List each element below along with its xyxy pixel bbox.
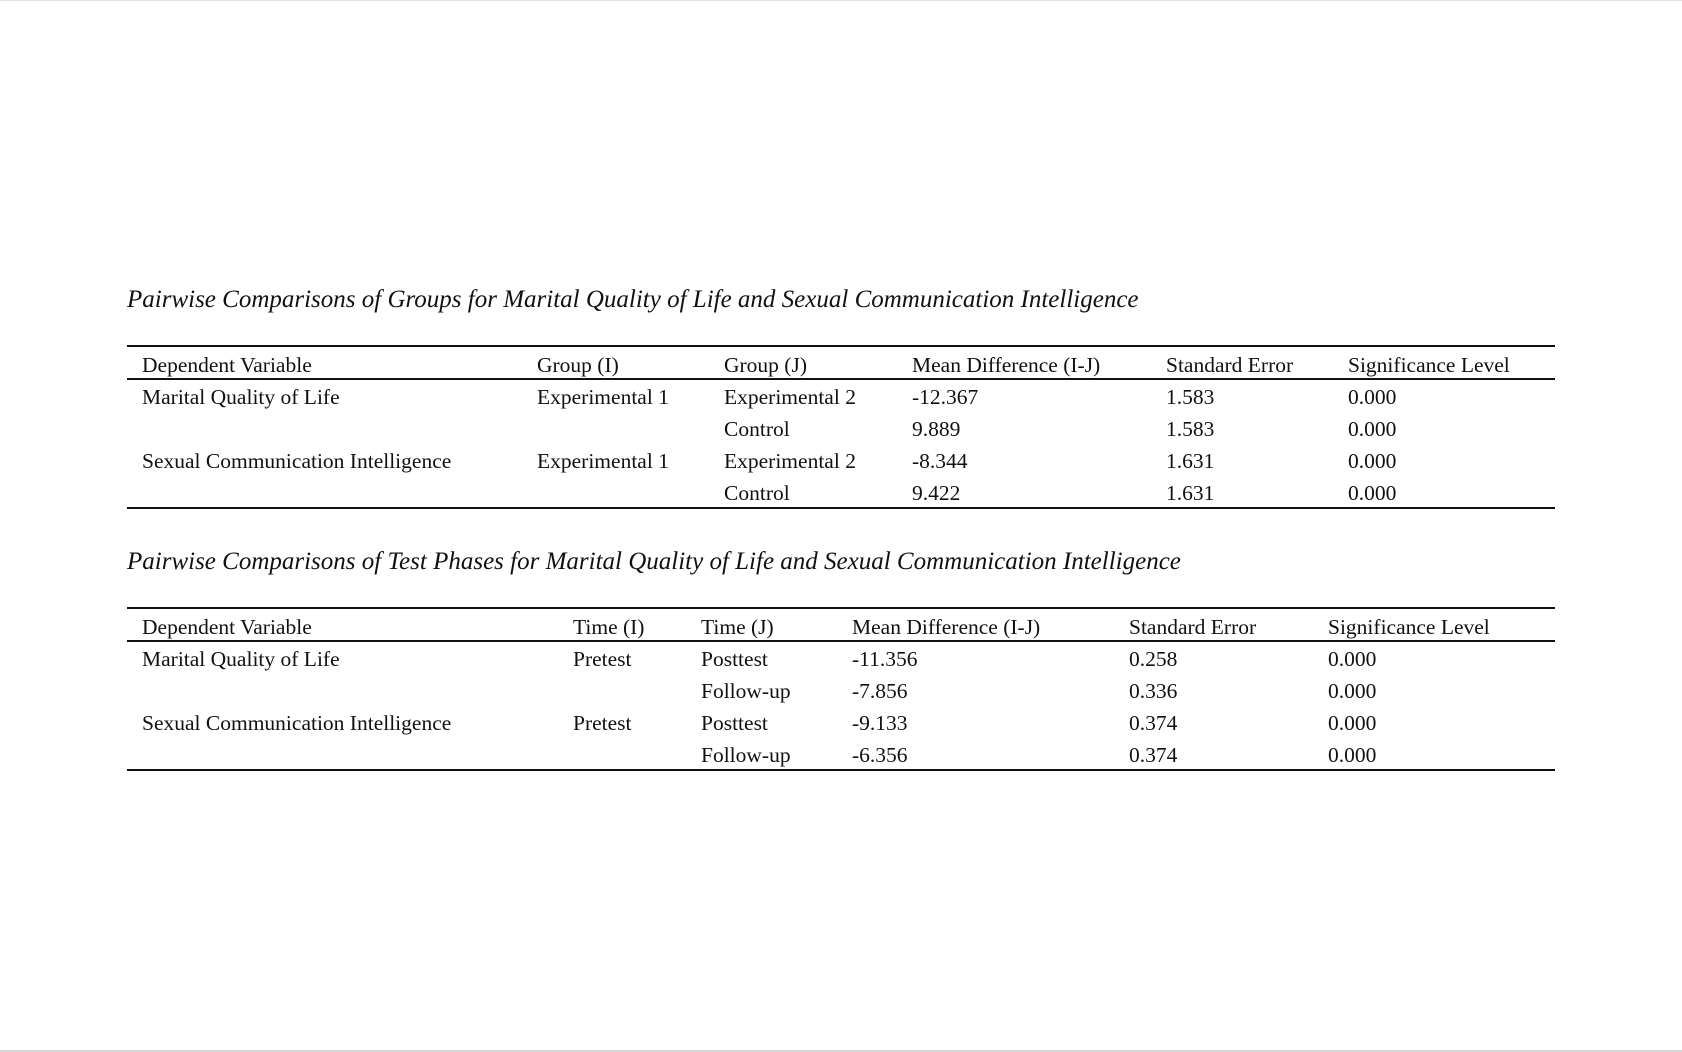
column-header: Standard Error [1166, 353, 1294, 377]
column-header: Mean Difference (I-J) [852, 615, 1041, 639]
table-cell: Posttest [701, 711, 768, 735]
table-cell: 0.000 [1348, 385, 1397, 409]
table-cell: -8.344 [912, 449, 968, 473]
table-cell: Pretest [573, 711, 632, 735]
table2-title: Pairwise Comparisons of Test Phases for … [127, 548, 1181, 575]
table-cell: Marital Quality of Life [142, 647, 340, 671]
table-cell: -6.356 [852, 743, 908, 767]
table-cell: Follow-up [701, 679, 791, 703]
column-header: Time (J) [701, 615, 774, 639]
table-cell: 0.000 [1348, 481, 1397, 505]
page-top-border [0, 0, 1682, 1]
table-cell: Control [724, 417, 790, 441]
table-cell: 0.336 [1129, 679, 1178, 703]
table-cell: Experimental 2 [724, 449, 856, 473]
table1-title: Pairwise Comparisons of Groups for Marit… [127, 286, 1139, 313]
table-cell: Posttest [701, 647, 768, 671]
table-cell: Follow-up [701, 743, 791, 767]
table-cell: 0.000 [1348, 417, 1397, 441]
table-cell: 1.583 [1166, 385, 1215, 409]
table-cell: -7.856 [852, 679, 908, 703]
column-header: Significance Level [1348, 353, 1510, 377]
page-bottom-border [0, 1050, 1682, 1052]
column-header: Group (I) [537, 353, 619, 377]
column-header: Dependent Variable [142, 615, 312, 639]
table2-header-rule [127, 640, 1555, 642]
column-header: Dependent Variable [142, 353, 312, 377]
table-cell: 0.000 [1328, 679, 1377, 703]
table-cell: Experimental 1 [537, 449, 669, 473]
table1-bottom-rule [127, 507, 1555, 509]
table-cell: 0.374 [1129, 711, 1178, 735]
table-cell: -11.356 [852, 647, 918, 671]
table-cell: 1.631 [1166, 449, 1215, 473]
table-cell: 0.374 [1129, 743, 1178, 767]
table1-header-rule [127, 378, 1555, 380]
table-cell: Sexual Communication Intelligence [142, 711, 452, 735]
table-cell: 0.000 [1328, 711, 1377, 735]
table1-top-rule [127, 345, 1555, 347]
table-cell: 1.583 [1166, 417, 1215, 441]
column-header: Significance Level [1328, 615, 1490, 639]
table2-bottom-rule [127, 769, 1555, 771]
column-header: Group (J) [724, 353, 807, 377]
column-header: Mean Difference (I-J) [912, 353, 1101, 377]
table-cell: -12.367 [912, 385, 979, 409]
table-cell: 1.631 [1166, 481, 1215, 505]
table-cell: Experimental 1 [537, 385, 669, 409]
table-cell: 9.422 [912, 481, 961, 505]
table-cell: Control [724, 481, 790, 505]
table-cell: Sexual Communication Intelligence [142, 449, 452, 473]
table-cell: Experimental 2 [724, 385, 856, 409]
table-cell: Pretest [573, 647, 632, 671]
table-cell: Marital Quality of Life [142, 385, 340, 409]
table-cell: 0.000 [1348, 449, 1397, 473]
table-cell: 0.000 [1328, 647, 1377, 671]
table-cell: 9.889 [912, 417, 961, 441]
table2-top-rule [127, 607, 1555, 609]
column-header: Time (I) [573, 615, 645, 639]
table-cell: 0.258 [1129, 647, 1178, 671]
table-cell: -9.133 [852, 711, 908, 735]
column-header: Standard Error [1129, 615, 1257, 639]
table-cell: 0.000 [1328, 743, 1377, 767]
